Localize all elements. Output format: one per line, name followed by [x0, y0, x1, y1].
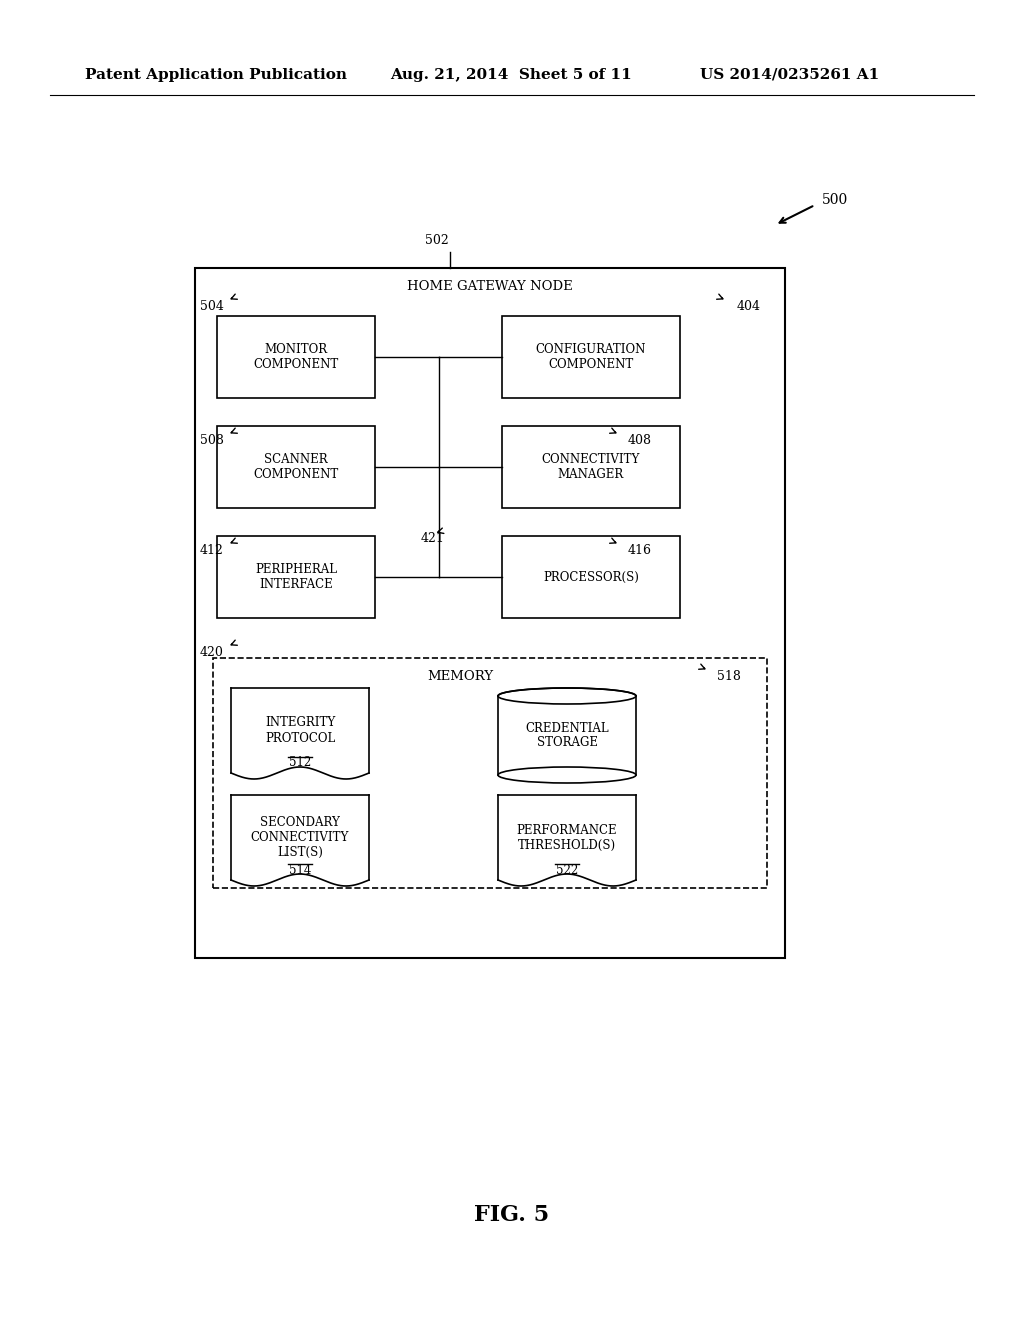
Text: INTEGRITY
PROTOCOL: INTEGRITY PROTOCOL [265, 717, 335, 744]
Bar [195, 268, 785, 958]
Text: 514: 514 [289, 863, 311, 876]
Text: 421: 421 [421, 532, 444, 545]
Bar [217, 315, 375, 399]
Text: SCANNER
COMPONENT: SCANNER COMPONENT [253, 453, 339, 480]
Text: 500: 500 [822, 193, 848, 207]
Text: 508: 508 [200, 433, 224, 446]
Text: PERFORMANCE
THRESHOLD(S): PERFORMANCE THRESHOLD(S) [517, 824, 617, 851]
Ellipse shape [498, 767, 636, 783]
Text: 412: 412 [200, 544, 224, 557]
Text: MONITOR
COMPONENT: MONITOR COMPONENT [253, 343, 339, 371]
Bar [217, 536, 375, 618]
Text: MEMORY: MEMORY [427, 669, 494, 682]
Bar [217, 426, 375, 508]
Text: FIG. 5: FIG. 5 [474, 1204, 550, 1226]
Bar [502, 536, 680, 618]
Bar [502, 315, 680, 399]
Bar [213, 657, 767, 888]
Text: 416: 416 [628, 544, 652, 557]
Text: 408: 408 [628, 433, 652, 446]
Text: SECONDARY
CONNECTIVITY
LIST(S): SECONDARY CONNECTIVITY LIST(S) [251, 816, 349, 859]
Text: 522: 522 [556, 863, 579, 876]
Text: CONFIGURATION
COMPONENT: CONFIGURATION COMPONENT [536, 343, 646, 371]
Text: PERIPHERAL
INTERFACE: PERIPHERAL INTERFACE [255, 564, 337, 591]
Text: Patent Application Publication: Patent Application Publication [85, 69, 347, 82]
Text: 504: 504 [200, 300, 224, 313]
Text: CONNECTIVITY
MANAGER: CONNECTIVITY MANAGER [542, 453, 640, 480]
Text: Aug. 21, 2014  Sheet 5 of 11: Aug. 21, 2014 Sheet 5 of 11 [390, 69, 632, 82]
Text: 518: 518 [717, 669, 741, 682]
Ellipse shape [498, 688, 636, 704]
Text: 404: 404 [737, 300, 761, 313]
Text: 512: 512 [289, 756, 311, 770]
Text: PROCESSOR(S): PROCESSOR(S) [543, 570, 639, 583]
Text: HOME GATEWAY NODE: HOME GATEWAY NODE [408, 280, 572, 293]
Text: 502: 502 [425, 234, 449, 247]
Text: US 2014/0235261 A1: US 2014/0235261 A1 [700, 69, 880, 82]
Text: 420: 420 [200, 645, 224, 659]
Bar [502, 426, 680, 508]
Text: CREDENTIAL
STORAGE: CREDENTIAL STORAGE [525, 722, 609, 750]
